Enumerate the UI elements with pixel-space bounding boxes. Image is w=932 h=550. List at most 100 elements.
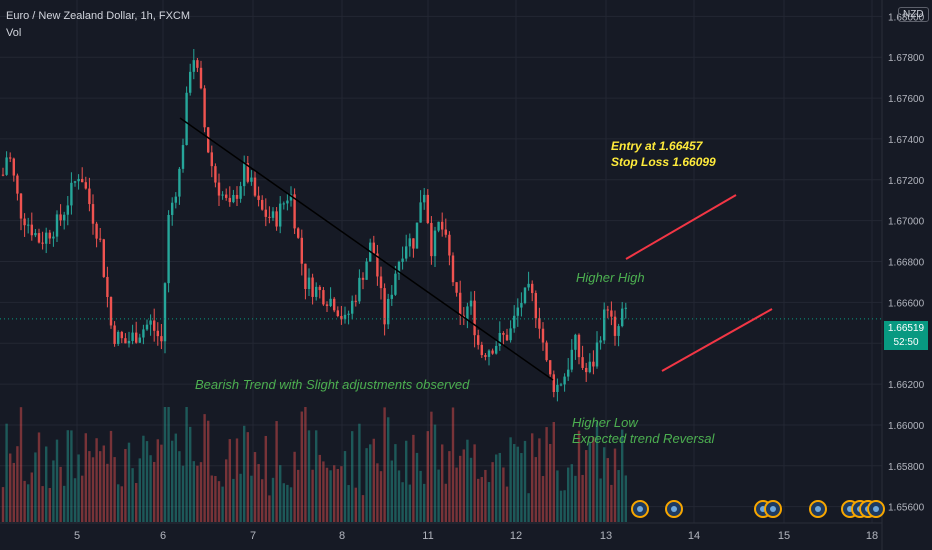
volume-bar [297, 469, 300, 522]
candle-body [387, 298, 390, 325]
candle-body [451, 255, 455, 283]
candle-body [153, 320, 156, 331]
volume-bar [163, 407, 167, 522]
candle-body [138, 337, 141, 343]
candle-body [253, 177, 257, 196]
volume-bar [552, 421, 555, 522]
y-tick-label: 1.66000 [888, 421, 925, 432]
volume-bar [513, 444, 516, 522]
volume-bar [541, 476, 545, 522]
volume-bar [570, 464, 573, 522]
volume-bar [505, 486, 509, 522]
candle-body [95, 223, 98, 239]
y-tick-label: 1.68000 [888, 12, 925, 23]
volume-bar [401, 482, 404, 522]
candle-body [207, 127, 210, 153]
volume-bar [127, 442, 131, 522]
candle-body [477, 335, 480, 345]
candle-body [545, 342, 548, 361]
candle-body [473, 300, 476, 336]
candle-body [9, 157, 12, 159]
volume-bar [433, 424, 437, 522]
volume-bar [81, 475, 84, 522]
candle-body [466, 306, 469, 319]
volume-bar [621, 429, 624, 522]
candle-body [293, 194, 296, 229]
volume-bar [466, 439, 469, 522]
candle-body [491, 350, 494, 354]
candle-body [66, 205, 69, 215]
candle-body [498, 332, 501, 346]
volume-bar [124, 449, 127, 522]
volume-bar [383, 407, 386, 522]
candle-body [347, 313, 350, 315]
candle-body [487, 350, 491, 357]
candle-body [225, 194, 228, 198]
volume-bar [491, 462, 494, 522]
candle-body [394, 273, 397, 295]
y-tick-label: 1.66200 [888, 380, 925, 391]
volume-bar [289, 487, 293, 522]
volume-bar [358, 423, 361, 522]
volume-bar [405, 440, 408, 522]
candle-body [124, 338, 127, 344]
volume-bar [41, 486, 44, 522]
volume-bar [333, 465, 336, 522]
volume-bar [95, 438, 98, 522]
volume-bar [174, 433, 177, 522]
volume-bar [574, 475, 577, 522]
volume-bar [232, 478, 235, 522]
volume-bar [34, 452, 37, 522]
volume-bar [91, 457, 95, 522]
candle-body [282, 203, 285, 205]
candle-body [109, 297, 113, 326]
candle-body [333, 298, 336, 311]
candle-body [495, 345, 498, 354]
candle-body [275, 211, 278, 227]
volume-bar [325, 467, 329, 522]
candle-body [480, 344, 483, 356]
candle-body [444, 229, 447, 235]
x-tick-label: 13 [600, 530, 612, 542]
volume-bar [185, 407, 188, 522]
x-tick-label: 8 [339, 530, 345, 542]
candle-body [552, 374, 555, 392]
volume-bar [534, 457, 537, 522]
x-tick-label: 12 [510, 530, 522, 542]
volume-bar [545, 427, 548, 522]
volume-bar [419, 470, 422, 522]
candle-body [437, 221, 440, 231]
candle-body [23, 218, 26, 226]
y-tick-label: 1.67000 [888, 217, 925, 228]
volume-bar [84, 433, 87, 522]
candle-body [430, 222, 433, 257]
reversal-annotation: Expected trend Reversal [572, 431, 715, 446]
volume-bar [221, 486, 224, 522]
volume-bar [329, 470, 332, 522]
candle-body [30, 224, 33, 236]
volume-bar [430, 411, 433, 522]
candle-body [509, 328, 512, 341]
candle-body [73, 181, 77, 183]
volume-bar [307, 430, 311, 522]
volume-bar [214, 476, 217, 522]
candle-body [127, 340, 131, 344]
candle-body [567, 369, 570, 377]
volume-bar [498, 452, 501, 522]
volume-bar [563, 490, 566, 522]
volume-bar [160, 444, 163, 522]
candle-body [235, 194, 239, 199]
candle-body [408, 238, 411, 247]
candle-body [59, 214, 62, 221]
volume-bar [318, 454, 321, 522]
volume-bar [145, 441, 149, 522]
candle-body [455, 282, 458, 293]
candle-body [531, 283, 534, 294]
bearish-trend-annotation: Bearish Trend with Slight adjustments ob… [195, 377, 470, 392]
volume-bar [603, 447, 606, 522]
volume-bar [228, 439, 231, 522]
candle-body [588, 361, 591, 373]
volume-bar [556, 470, 559, 522]
volume-bar [567, 467, 570, 522]
